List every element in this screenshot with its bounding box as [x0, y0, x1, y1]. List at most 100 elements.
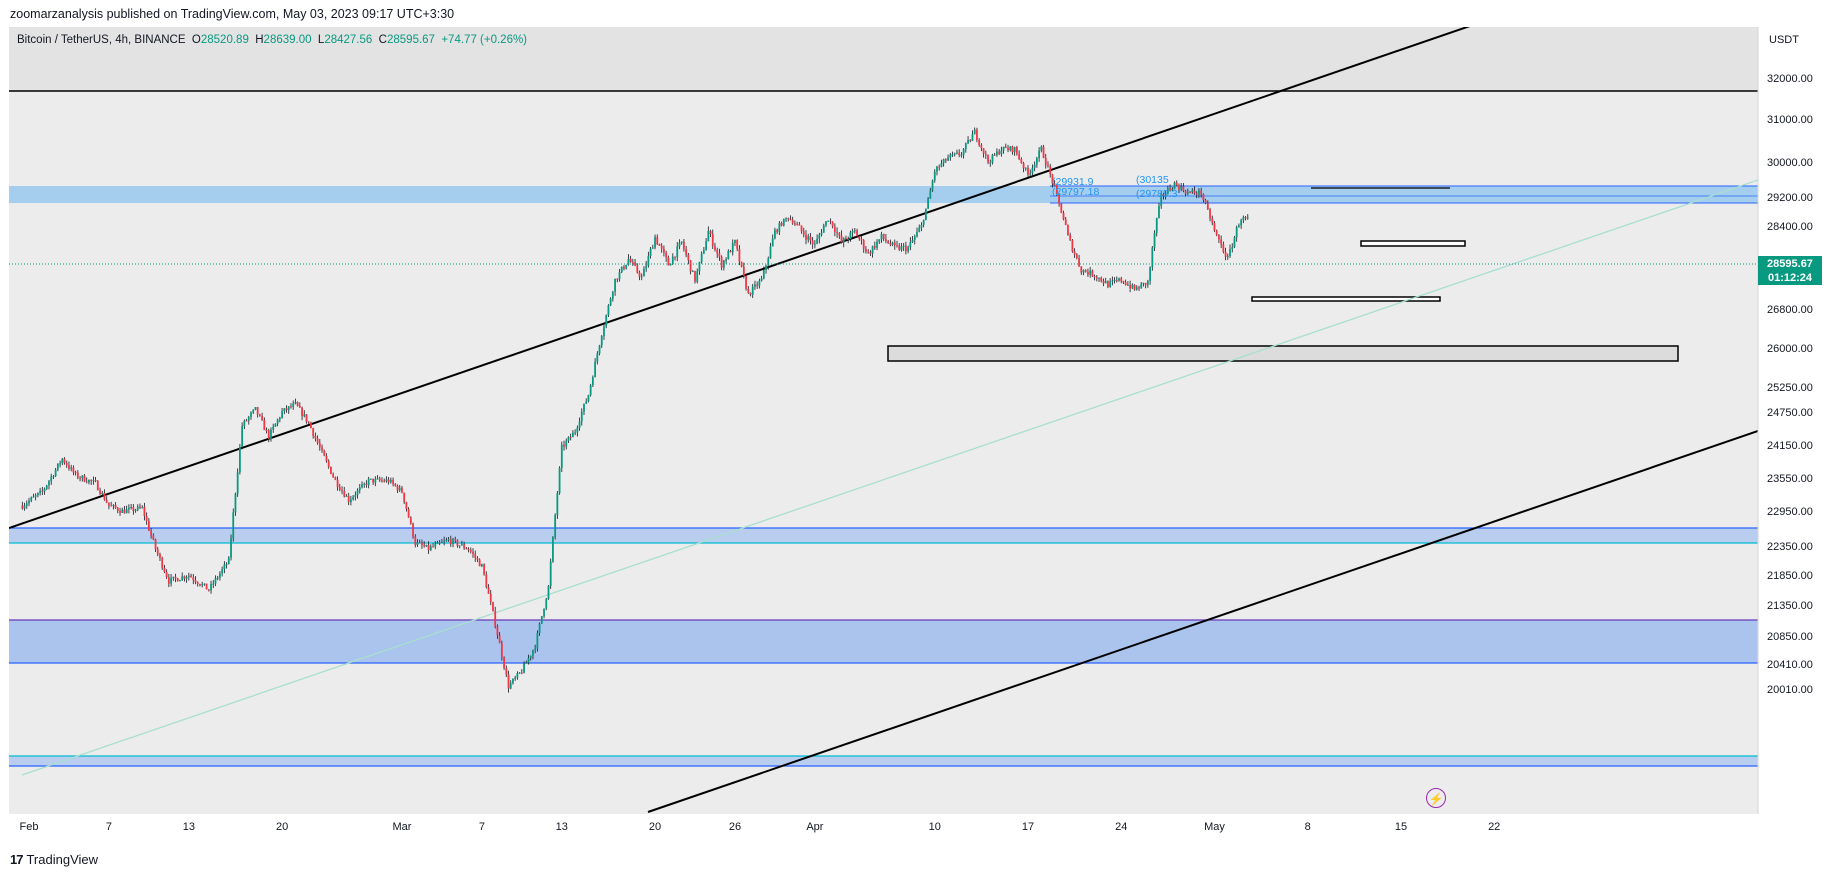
candle-body	[827, 220, 830, 222]
candle-body	[978, 139, 981, 146]
candle-body	[81, 475, 84, 479]
candle-body	[147, 520, 150, 531]
support-box-gray	[887, 345, 1679, 362]
candle-body	[1215, 230, 1218, 235]
candle-body	[618, 272, 621, 280]
candle-body	[876, 241, 878, 248]
candle-body	[74, 472, 77, 474]
symbol-name: Bitcoin / TetherUS, 4h, BINANCE	[17, 34, 186, 46]
bar-countdown: 01:12:24	[1767, 272, 1813, 284]
candle-body	[56, 463, 59, 470]
candle-body	[558, 468, 561, 494]
price-tick-label: 20010.00	[1767, 684, 1813, 696]
candle-body	[79, 477, 81, 479]
candle-body	[205, 583, 208, 590]
footer: 17 TradingView	[0, 846, 1834, 875]
candle-body	[414, 536, 417, 545]
candle-body	[885, 238, 887, 242]
candle-body	[480, 564, 483, 567]
candle-body	[805, 234, 807, 240]
candle-body	[183, 576, 186, 579]
candle-body	[234, 493, 237, 513]
candle-body	[132, 507, 135, 511]
candle-body	[363, 483, 366, 485]
candle-body	[598, 345, 601, 354]
candle-body	[247, 416, 250, 421]
candle-body	[902, 245, 905, 247]
tradingview-logo[interactable]: 17 TradingView	[10, 852, 98, 867]
candle-body	[270, 429, 272, 440]
candle-body	[820, 232, 823, 235]
candle-body	[634, 262, 636, 266]
candle-body	[776, 229, 779, 232]
candle-body	[221, 569, 224, 574]
candle-body	[112, 504, 115, 506]
candle-body	[1193, 190, 1196, 194]
candle-body	[68, 465, 70, 469]
candle-body	[583, 403, 585, 412]
candle-body	[922, 219, 925, 226]
candle-body	[307, 421, 310, 423]
candle-body	[239, 446, 241, 473]
candle-body	[1131, 284, 1134, 289]
candle-body	[243, 420, 246, 427]
time-tick-label: 7	[106, 821, 112, 833]
candle-body	[1009, 146, 1012, 151]
candle-body	[924, 208, 927, 220]
candle-body	[85, 481, 88, 483]
candle-body	[898, 245, 901, 250]
candle-body	[616, 278, 619, 280]
candle-body	[609, 298, 612, 306]
candle-body	[967, 139, 969, 144]
candle-body	[549, 561, 552, 587]
candle-body	[261, 415, 263, 421]
lightning-icon[interactable]: ⚡	[1426, 788, 1446, 808]
candle-body	[1173, 182, 1176, 190]
candle-body	[1235, 227, 1238, 238]
candle-body	[587, 395, 590, 402]
candle-body	[1093, 276, 1096, 278]
candle-body	[1033, 164, 1036, 168]
candle-body	[332, 473, 335, 478]
time-axis[interactable]: Feb 7 13 20 Mar 7 13 20 26 Apr 10 17 24 May 8 15 22	[20, 821, 1501, 833]
candle-body	[134, 509, 137, 511]
candle-body	[1158, 205, 1160, 218]
candle-body	[65, 462, 68, 466]
candle-body	[760, 278, 763, 281]
price-axis[interactable]: 32000.00 31000.00 30000.00 29200.00 28400.00…	[1767, 73, 1813, 696]
candle-body	[933, 171, 936, 181]
candle-body	[423, 545, 426, 547]
candle-body	[956, 152, 958, 154]
candle-body	[1018, 153, 1021, 159]
candle-body	[1155, 217, 1158, 233]
demand-zone-lower	[9, 756, 1758, 766]
candle-body	[862, 240, 865, 249]
price-tick-label: 20850.00	[1767, 631, 1813, 643]
candle-body	[780, 222, 783, 226]
candle-body	[714, 245, 716, 250]
candle-body	[1171, 189, 1174, 191]
candle-body	[101, 493, 104, 495]
candle-body	[290, 406, 292, 408]
candle-body	[456, 540, 459, 546]
time-tick-label: 10	[929, 821, 941, 833]
candle-body	[485, 574, 488, 588]
candle-body	[167, 577, 170, 584]
close-label: C	[378, 34, 387, 46]
candle-body	[656, 236, 659, 245]
support-zone-upper	[9, 528, 1758, 543]
candle-body	[509, 683, 512, 689]
candle-body	[318, 443, 321, 448]
candle-body	[1020, 158, 1023, 163]
candle-body	[465, 548, 468, 550]
candle-body	[1095, 276, 1098, 279]
candle-body	[751, 286, 754, 295]
currency-label: USDT	[1769, 34, 1799, 46]
candle-body	[500, 643, 503, 658]
candle-body	[181, 576, 184, 581]
price-chart[interactable]: (29931.9(29797.18 (30135 (29785.3 32000.00…	[0, 0, 1834, 846]
candle-body	[350, 499, 352, 503]
candle-body	[176, 578, 179, 582]
candle-body	[1115, 280, 1118, 282]
candle-body	[43, 488, 46, 492]
